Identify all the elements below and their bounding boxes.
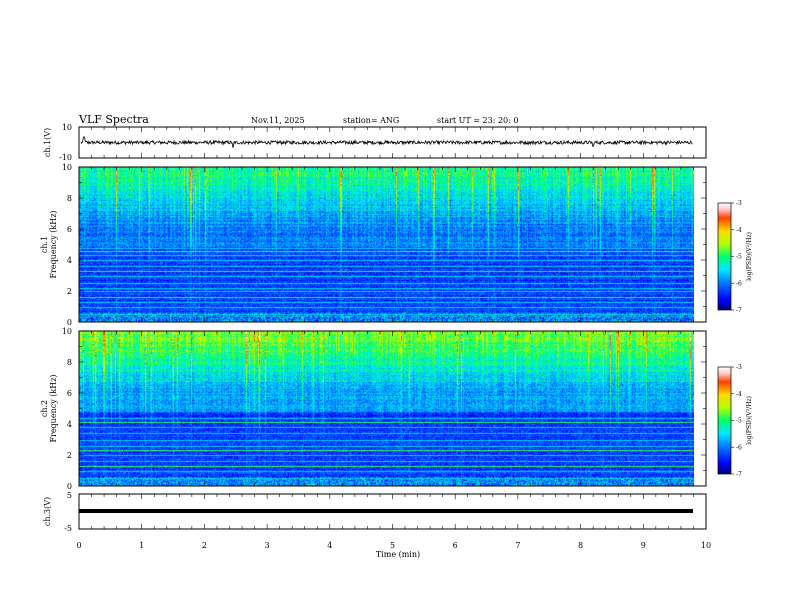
x-tick-label: 9 <box>641 541 646 550</box>
colorbar-tick-label: -6 <box>736 444 742 451</box>
colorbar-tick-label: -3 <box>736 200 742 207</box>
colorbar-tick-label: -5 <box>736 254 742 261</box>
ch1-colorbar: -3 -4 -5 -6 -7 log(PSD)(V²/Hz) <box>717 200 753 314</box>
ch1-colorbar-label: log(PSD)(V²/Hz) <box>746 232 753 281</box>
ch2-ytick-0: 0 <box>67 482 72 491</box>
ch2-colorbar: -3 -4 -5 -6 -7 log(PSD)(V²/Hz) <box>717 364 753 478</box>
x-tick-label: 5 <box>390 541 395 550</box>
station-label: station= ANG <box>343 116 399 125</box>
ch1-waveform-panel: 10 -10 ch.1(V) <box>43 123 707 162</box>
ch1-ytick-10: 10 <box>62 163 72 172</box>
ch1-ytick-bottom: -10 <box>59 153 72 162</box>
colorbar-tick-label: -3 <box>736 364 742 371</box>
ch2-ytick-8: 8 <box>67 358 72 367</box>
ch3-x-ticks <box>78 494 707 529</box>
x-tick-label: 8 <box>578 541 583 550</box>
ch2-spectrogram-ylabel-channel: ch.2 <box>40 400 49 417</box>
colorbar-tick-label: -5 <box>736 418 742 425</box>
ch1-ytick-8: 8 <box>67 194 72 203</box>
x-axis-tick-labels: 0 1 2 3 4 5 6 7 8 9 10 <box>76 541 711 550</box>
ch1-x-ticks <box>78 127 707 158</box>
ch1-colorbar-ticks: -3 -4 -5 -6 -7 <box>731 200 742 314</box>
ch1-y-ticks: 0 2 4 6 8 10 <box>62 163 72 327</box>
ch3-ytick-bottom: -5 <box>64 524 72 533</box>
colorbar-tick-label: -7 <box>736 471 742 478</box>
x-tick-label: 10 <box>701 541 711 550</box>
ch2-spectrogram-x-ticks <box>78 330 707 487</box>
ch1-spectrogram-panel: 0 2 4 6 8 10 ch.1 Frequency (kHz) <box>40 163 707 327</box>
ch1-ytick-0: 0 <box>67 318 72 327</box>
figure-title: VLF Spectra <box>78 113 149 126</box>
ch1-spectrogram-ylabel-channel: ch.1 <box>40 236 49 253</box>
date-label: Nov.11, 2025 <box>251 116 305 125</box>
ch2-ytick-10: 10 <box>62 327 72 336</box>
ch3-waveform-line <box>79 509 693 513</box>
ch3-ylabel: ch.3(V) <box>43 497 52 526</box>
x-tick-label: 0 <box>76 541 81 550</box>
ch1-ytick-4: 4 <box>67 256 72 265</box>
x-tick-label: 4 <box>327 541 332 550</box>
colorbar-tick-label: -4 <box>736 227 742 234</box>
ch1-ytick-6: 6 <box>67 225 72 234</box>
ch1-colorbar-gradient <box>718 203 731 310</box>
ch1-waveform-line <box>80 136 693 148</box>
x-tick-label: 1 <box>139 541 144 550</box>
colorbar-tick-label: -7 <box>736 307 742 314</box>
ch2-spectrogram-panel: 0 2 4 6 8 10 ch.2 Frequency (kHz) <box>40 327 707 491</box>
ch3-waveform-panel: 5 -5 ch.3(V) <box>43 491 707 533</box>
ch1-ylabel: ch.1(V) <box>43 128 52 157</box>
ch1-ytick-top: 10 <box>62 123 72 132</box>
colorbar-tick-label: -6 <box>736 280 742 287</box>
ch2-spectrogram-image <box>79 331 694 486</box>
ch1-spectrogram-ylabel-freq: Frequency (kHz) <box>49 210 58 278</box>
colorbar-tick-label: -4 <box>736 391 742 398</box>
x-tick-label: 6 <box>453 541 458 550</box>
ch2-ytick-6: 6 <box>67 389 72 398</box>
x-tick-label: 2 <box>202 541 207 550</box>
ch2-ytick-2: 2 <box>67 451 72 460</box>
ch2-colorbar-label: log(PSD)(V²/Hz) <box>746 396 753 445</box>
ch1-spectrogram-image <box>79 167 694 322</box>
ch2-colorbar-ticks: -3 -4 -5 -6 -7 <box>731 364 742 478</box>
x-axis-label: Time (min) <box>376 550 420 559</box>
x-tick-label: 3 <box>265 541 270 550</box>
ch1-spectrogram-x-ticks <box>78 166 707 323</box>
ch2-spectrogram-ylabel-freq: Frequency (kHz) <box>49 374 58 442</box>
ch2-ytick-4: 4 <box>67 420 72 429</box>
ch3-ytick-top: 5 <box>67 491 72 500</box>
ch2-colorbar-gradient <box>718 367 731 474</box>
x-tick-label: 7 <box>515 541 520 550</box>
ch2-y-ticks: 0 2 4 6 8 10 <box>62 327 72 491</box>
ch1-ytick-2: 2 <box>67 287 72 296</box>
start-time-label: start UT = 23: 20: 0 <box>437 116 518 125</box>
